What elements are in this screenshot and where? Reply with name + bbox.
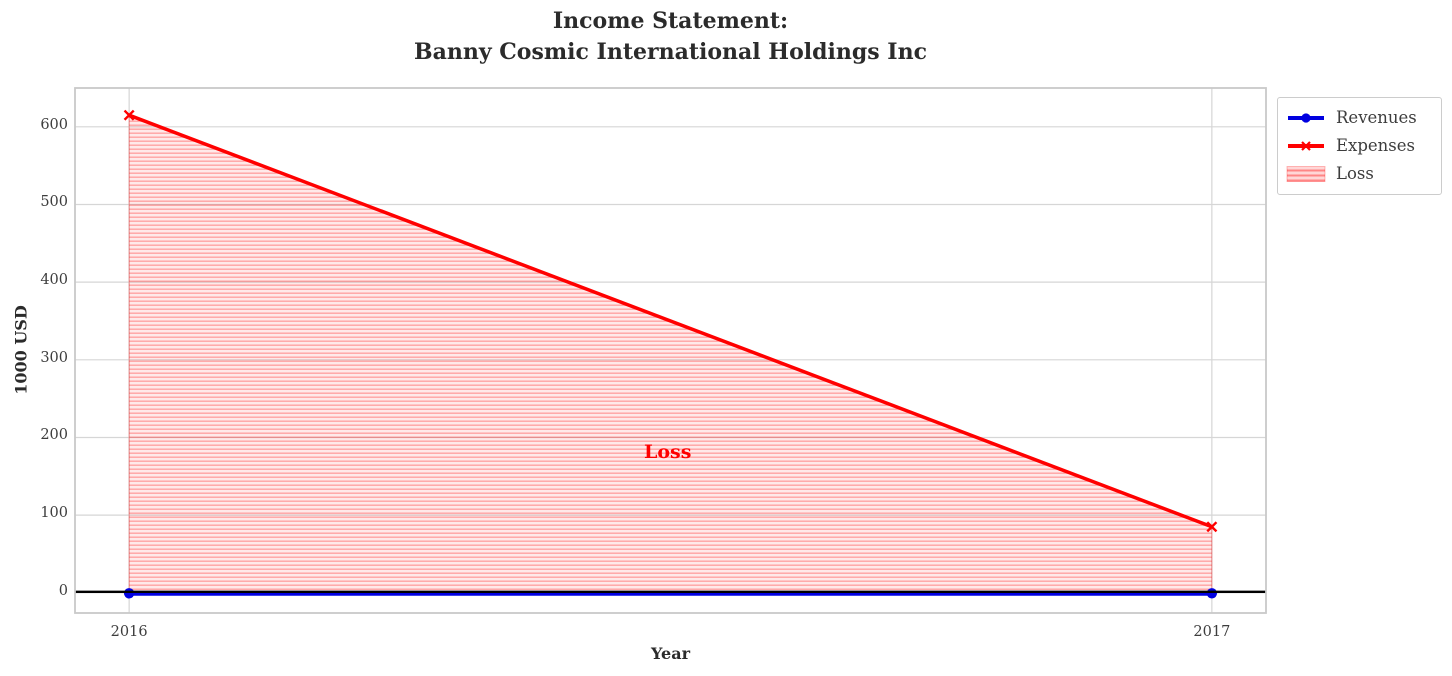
expenses-line <box>128 113 1213 529</box>
x-axis-label: Year <box>650 644 690 663</box>
loss-annotation: Loss <box>644 441 692 463</box>
revenues-point-marker-icon <box>1206 588 1218 599</box>
legend-label: Loss <box>1336 164 1374 183</box>
legend: Revenues Expenses Loss <box>1277 97 1442 195</box>
legend-item-loss: Loss <box>1285 160 1435 188</box>
chart-title-line1: Income Statement: <box>552 8 789 34</box>
y-tick-label: 400 <box>40 272 68 289</box>
chart-title-line2: Banny Cosmic International Holdings Inc <box>414 39 927 65</box>
legend-item-revenues: Revenues <box>1285 104 1435 132</box>
y-tick-label: 300 <box>40 349 68 366</box>
y-tick-label: 0 <box>58 582 68 599</box>
legend-swatch-loss-icon <box>1286 166 1326 182</box>
legend-item-expenses: Expenses <box>1285 132 1435 160</box>
legend-swatch-revenues-icon <box>1288 113 1324 123</box>
y-tick-label: 600 <box>40 116 68 133</box>
expenses-point-marker-icon <box>1206 521 1218 533</box>
legend-label: Expenses <box>1336 136 1416 155</box>
plot-border <box>74 87 1267 614</box>
y-axis-label: 1000 USD <box>11 305 31 395</box>
loss-fill-area <box>128 114 1213 594</box>
y-tick-label: 200 <box>40 427 68 444</box>
expenses-point-marker-icon <box>123 109 135 121</box>
chart-title: Income Statement: Banny Cosmic Internati… <box>75 6 1266 68</box>
x-tick-label: 2017 <box>1193 624 1231 640</box>
x-tick-label: 2016 <box>110 624 148 640</box>
legend-label: Revenues <box>1336 108 1417 127</box>
legend-swatch-expenses-icon <box>1288 141 1324 151</box>
y-tick-label: 100 <box>40 505 68 522</box>
y-tick-label: 500 <box>40 194 68 211</box>
revenues-point-marker-icon <box>123 588 135 599</box>
